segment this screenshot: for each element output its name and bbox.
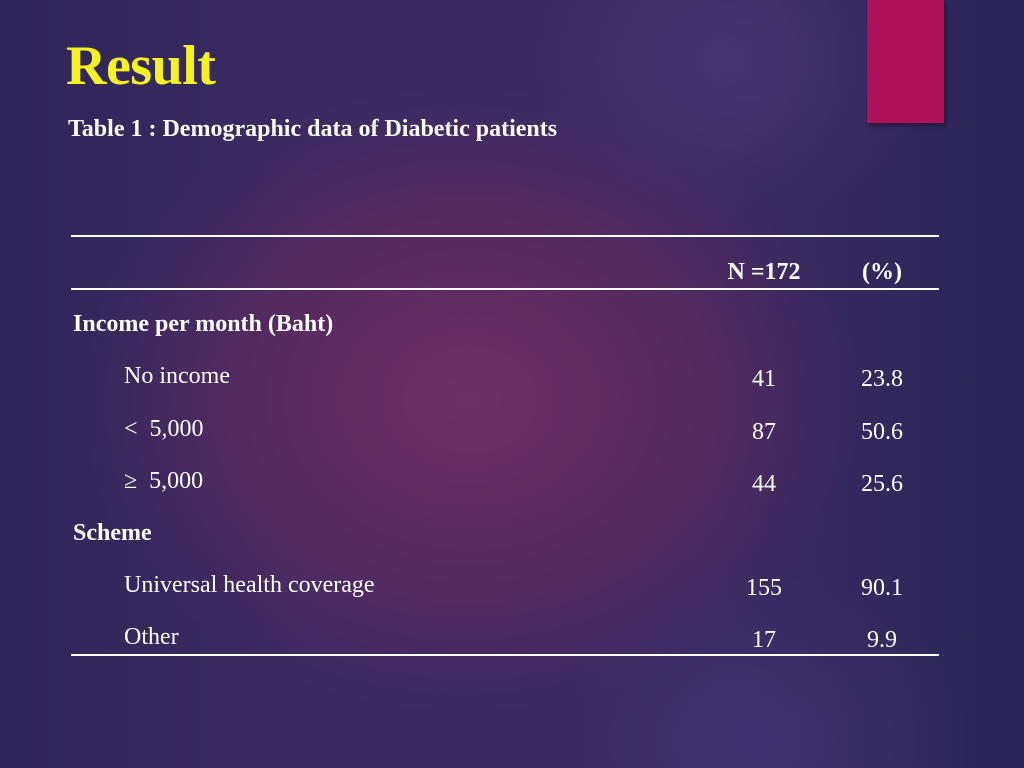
row-n: 87 (752, 419, 776, 445)
row-label: Universal health coverage (124, 572, 375, 598)
row-label: < 5,000 (124, 416, 204, 442)
row-percent: 23.8 (861, 366, 903, 392)
header-percent: (%) (862, 259, 902, 285)
row-n: 44 (752, 471, 776, 497)
table-header-rule (71, 288, 939, 290)
slide-title: Result (66, 35, 216, 97)
header-n: N =172 (727, 259, 801, 285)
accent-tab (867, 0, 944, 123)
table-bottom-rule (71, 654, 939, 656)
row-label: No income (124, 363, 230, 389)
row-percent: 50.6 (861, 419, 903, 445)
row-n: 17 (752, 627, 776, 653)
table-top-rule (71, 235, 939, 237)
row-percent: 25.6 (861, 471, 903, 497)
row-percent: 90.1 (861, 575, 903, 601)
table-caption: Table 1 : Demographic data of Diabetic p… (68, 116, 558, 142)
section-label-scheme: Scheme (73, 520, 152, 546)
row-percent: 9.9 (867, 627, 897, 653)
row-label: Other (124, 624, 179, 650)
row-n: 41 (752, 366, 776, 392)
row-n: 155 (746, 575, 782, 601)
section-label-income: Income per month (Baht) (73, 311, 334, 337)
row-label: ≥ 5,000 (124, 468, 204, 494)
